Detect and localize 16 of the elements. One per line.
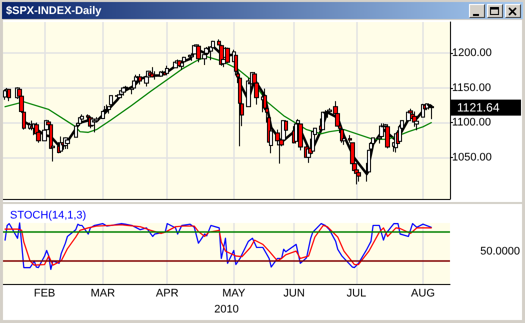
text: 50.0000	[480, 246, 520, 258]
chart-title: $SPX-INDEX-Daily	[6, 4, 102, 16]
x-tick-label: JUL	[346, 288, 366, 300]
x-tick-label: MAY	[222, 288, 246, 300]
chart-title: STOCH(14,1,3)	[10, 210, 86, 222]
x-tick-label: MAR	[90, 288, 116, 300]
y-tick-label: 1150.00	[452, 82, 491, 94]
x-tick-label: AUG	[411, 288, 435, 300]
y-tick-label: 1100.00	[452, 116, 491, 129]
x-tick-label: JUN	[283, 288, 305, 300]
annotation: 1121.64	[457, 100, 500, 115]
y-tick-label: 1200.00	[452, 47, 492, 60]
y-tick-label: 1050.00	[452, 151, 492, 164]
x-axis-title: 2010	[214, 304, 239, 316]
x-tick-label: FEB	[34, 288, 56, 300]
x-tick-label: APR	[156, 288, 179, 300]
